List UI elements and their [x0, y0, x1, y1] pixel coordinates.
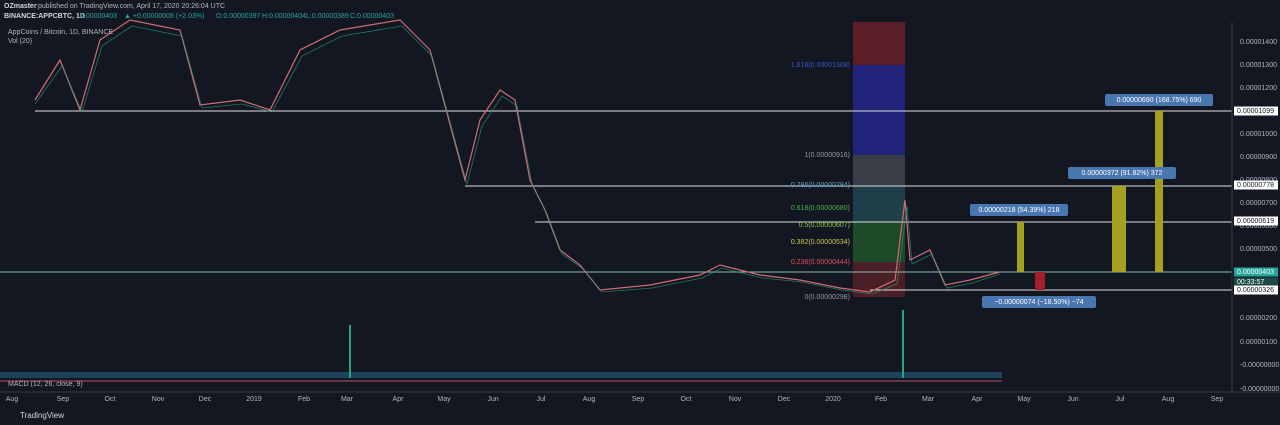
price-label: 0.00000100 [1240, 339, 1277, 346]
time-label: Aug [1162, 396, 1175, 403]
fib-zone [853, 65, 905, 155]
ohlc-value: C:0.00000403 [350, 13, 394, 20]
time-label: Sep [632, 396, 645, 403]
time-label: Sep [57, 396, 70, 403]
level-label: 0.00000778 [1237, 182, 1274, 189]
annotation-box [982, 296, 1096, 308]
time-label: May [437, 396, 451, 403]
legend-name: AppCoins / Bitcoin, 1D, BINANCE [8, 29, 113, 36]
time-label: Jun [1067, 396, 1078, 403]
fib-zone [853, 185, 905, 222]
time-label: Jun [487, 396, 498, 403]
time-label: Sep [1211, 396, 1224, 403]
annotation-text: 0.00000690 (168.75%) 690 [1117, 97, 1202, 104]
price-label: 0.00000600 [1240, 223, 1277, 230]
time-label: Mar [922, 396, 935, 403]
time-label: Jul [1116, 396, 1125, 403]
fib-label: 0.786(0.00000784) [791, 182, 850, 189]
footer-brand: TradingView [20, 411, 64, 420]
ohlc-value: O:0.00000397 [216, 13, 260, 20]
annotation-text: 0.00000218 (54.39%) 218 [979, 207, 1060, 214]
fib-zone [853, 222, 905, 262]
level-label: 0.00000619 [1237, 218, 1274, 225]
fib-label: 0.236(0.00000444) [791, 259, 850, 266]
fib-zone [853, 155, 905, 185]
projection-bar [1155, 111, 1163, 272]
projection-bar [1035, 272, 1045, 290]
time-label: Nov [729, 396, 742, 403]
time-label: 2019 [246, 396, 262, 403]
level-label: 0.00000403 [1237, 269, 1274, 276]
time-label: Oct [681, 396, 692, 403]
level-label-box [1234, 216, 1278, 226]
published: published on TradingView.com, April 17, … [38, 3, 225, 10]
price-label: 0.00000900 [1240, 154, 1277, 161]
annotation-box [970, 204, 1068, 216]
fib-label: 0.382(0.00000534) [791, 239, 850, 246]
price-label: 0.00001000 [1240, 131, 1277, 138]
time-label: Apr [393, 396, 405, 403]
fib-label: 1(0.00000916) [804, 152, 850, 159]
time-label: Aug [583, 396, 596, 403]
time-label: 2020 [825, 396, 841, 403]
price-label: 0.00001400 [1240, 39, 1277, 46]
price: 0.00000403 [80, 13, 117, 20]
level-label-box [1234, 267, 1278, 277]
time-label: Dec [778, 396, 791, 403]
fib-label: 1.618(0.00001308) [791, 62, 850, 69]
price-label: 0.00000800 [1240, 177, 1277, 184]
time-label: Dec [199, 396, 212, 403]
level-label-box [1234, 277, 1278, 287]
level-label: 0.00000326 [1237, 287, 1274, 294]
time-label: Nov [152, 396, 165, 403]
fib-label: 0.5(0.00000607) [799, 222, 850, 229]
price-label: 0.00000700 [1240, 200, 1277, 207]
time-label: Jul [537, 396, 546, 403]
level-label-box [1234, 106, 1278, 116]
time-label: Aug [6, 396, 19, 403]
projection-bar [1112, 186, 1126, 272]
level-label-box [1234, 180, 1278, 190]
change: ▲ +0.00000008 (+2.03%) [124, 13, 205, 20]
level-label: 00:33:57 [1237, 279, 1264, 286]
ohlc-value: L:0.00000389 [306, 13, 349, 20]
price-label: -0.00000000 [1240, 362, 1279, 369]
legend-volume: Vol (20) [8, 38, 32, 45]
time-label: Oct [105, 396, 116, 403]
legend-macd: MACD (12, 26, close, 9) [8, 381, 83, 388]
volume-spike [349, 325, 351, 378]
volume-spike [902, 310, 904, 378]
fib-label: 0(0.00000298) [804, 294, 850, 301]
annotation-text: −0.00000074 (−18.50%) −74 [994, 299, 1083, 306]
level-label-box [1234, 285, 1278, 295]
author: OZmaster [4, 3, 37, 10]
price-label: 0.00001300 [1240, 62, 1277, 69]
time-label: Mar [341, 396, 354, 403]
time-label: Feb [298, 396, 310, 403]
time-label: Apr [972, 396, 984, 403]
price-label: 0.00001200 [1240, 85, 1277, 92]
price-path [34, 25, 1001, 295]
volume-area [0, 372, 1002, 378]
price-label: 0.00000200 [1240, 315, 1277, 322]
time-label: May [1017, 396, 1031, 403]
ohlc-value: H:0.00000404 [262, 13, 306, 20]
annotation-box [1068, 167, 1176, 179]
fib-zone [853, 22, 905, 65]
price-label: -0.00000000 [1240, 386, 1279, 393]
annotation-box [1105, 94, 1213, 106]
projection-bar [1017, 222, 1024, 272]
fib-label: 0.618(0.00000680) [791, 205, 850, 212]
annotation-text: 0.00000372 (91.82%) 372 [1082, 170, 1163, 177]
level-label: 0.00001099 [1237, 108, 1274, 115]
price-label: 0.00000500 [1240, 246, 1277, 253]
time-label: Feb [875, 396, 887, 403]
symbol: BINANCE:APPCBTC, 1D [4, 13, 85, 20]
